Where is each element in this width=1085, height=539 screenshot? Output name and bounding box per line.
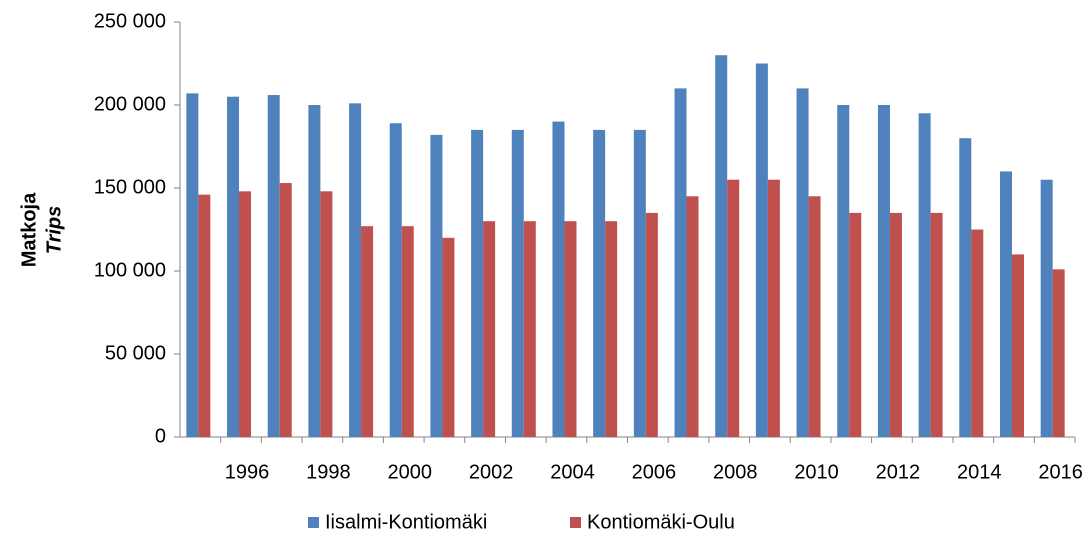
bar (889, 212, 902, 437)
x-tick-label: 2010 (794, 461, 839, 483)
bar (999, 171, 1012, 437)
bar (349, 103, 362, 437)
x-tick-label: 2008 (713, 461, 758, 483)
bar (564, 221, 577, 437)
bar (727, 179, 740, 437)
x-tick-label: 2004 (550, 461, 595, 483)
bar (593, 129, 606, 437)
y-tick-label: 0 (155, 425, 166, 447)
x-tick-label: 2016 (1038, 461, 1083, 483)
bar (186, 93, 199, 437)
bar (877, 105, 890, 437)
x-tick-label: 2000 (388, 461, 433, 483)
legend-label: Iisalmi-Kontiomäki (325, 511, 487, 533)
bar (755, 63, 768, 437)
bar (796, 88, 809, 438)
bar (645, 212, 658, 437)
bar (1040, 179, 1053, 437)
bar (227, 96, 240, 437)
x-tick-label: 2014 (957, 461, 1002, 483)
bar (308, 105, 321, 437)
x-tick-label: 1998 (306, 461, 351, 483)
y-tick-label: 100 000 (94, 259, 166, 281)
x-tick-label: 2006 (632, 461, 677, 483)
x-tick-label: 1996 (225, 461, 270, 483)
legend-swatch (308, 517, 319, 528)
y-axis-sublabel: Trips (43, 206, 65, 255)
bar (430, 134, 443, 437)
y-tick-label: 150 000 (94, 176, 166, 198)
bar (483, 221, 496, 437)
bar (808, 196, 821, 437)
bar (767, 179, 780, 437)
bar (267, 95, 280, 437)
bar (971, 229, 984, 437)
bar (849, 212, 862, 437)
bar (401, 226, 414, 437)
bar (674, 88, 687, 438)
bar (605, 221, 618, 437)
bar (523, 221, 536, 437)
bar (239, 191, 252, 437)
bar (1052, 269, 1065, 437)
legend-swatch (570, 517, 581, 528)
bar (1011, 254, 1024, 437)
bar (633, 129, 646, 437)
bar (442, 237, 455, 437)
bar (511, 129, 524, 437)
bar (930, 212, 943, 437)
bar (686, 196, 699, 437)
bar (361, 226, 374, 437)
bar (471, 129, 484, 437)
bar (279, 183, 292, 437)
x-tick-label: 2012 (876, 461, 921, 483)
bar (715, 55, 728, 437)
y-axis-label: Matkoja (18, 192, 40, 267)
bar (320, 191, 333, 437)
y-tick-label: 200 000 (94, 93, 166, 115)
bar (389, 123, 402, 437)
y-tick-label: 250 000 (94, 10, 166, 32)
x-tick-label: 2002 (469, 461, 514, 483)
bar (198, 194, 211, 437)
legend-label: Kontiomäki-Oulu (587, 511, 735, 533)
bar (959, 138, 972, 437)
bar (552, 121, 565, 437)
y-tick-label: 50 000 (105, 342, 166, 364)
bar (918, 113, 931, 438)
bar (837, 105, 850, 437)
